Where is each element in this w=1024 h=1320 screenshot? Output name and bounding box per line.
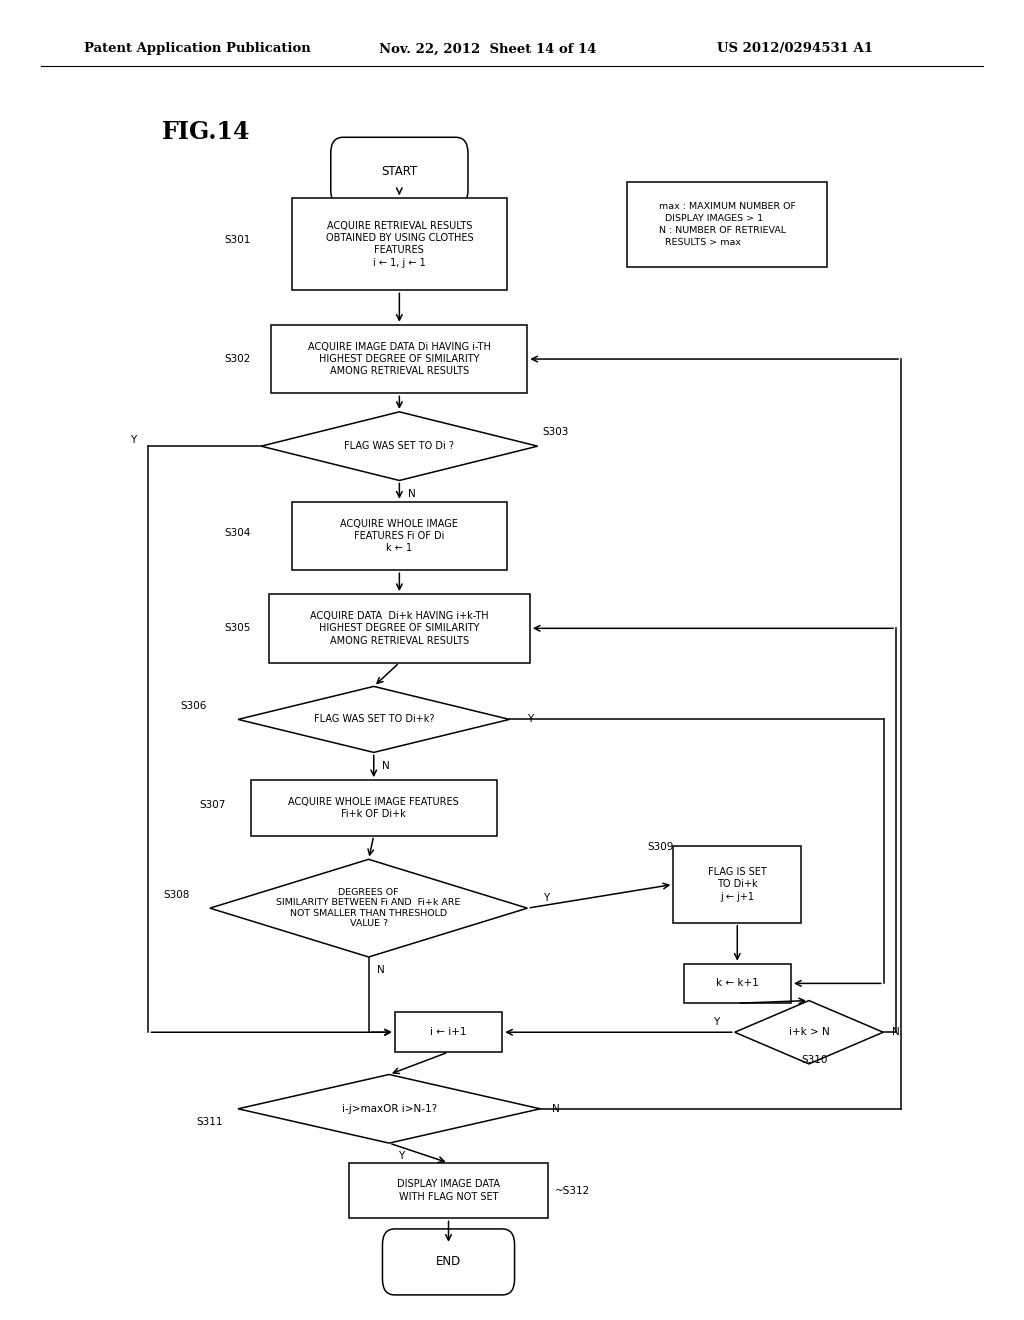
- FancyBboxPatch shape: [292, 198, 507, 290]
- Text: ACQUIRE IMAGE DATA Di HAVING i-TH
HIGHEST DEGREE OF SIMILARITY
AMONG RETRIEVAL R: ACQUIRE IMAGE DATA Di HAVING i-TH HIGHES…: [308, 342, 490, 376]
- Text: N: N: [408, 488, 416, 499]
- Text: S308: S308: [163, 890, 189, 900]
- FancyBboxPatch shape: [292, 502, 507, 570]
- FancyBboxPatch shape: [395, 1012, 502, 1052]
- Text: DISPLAY IMAGE DATA
WITH FLAG NOT SET: DISPLAY IMAGE DATA WITH FLAG NOT SET: [397, 1180, 500, 1201]
- Polygon shape: [238, 1074, 541, 1143]
- Text: US 2012/0294531 A1: US 2012/0294531 A1: [717, 42, 872, 55]
- Text: i-j>maxOR i>N-1?: i-j>maxOR i>N-1?: [342, 1104, 436, 1114]
- Polygon shape: [735, 1001, 883, 1064]
- Text: Y: Y: [526, 714, 534, 725]
- FancyBboxPatch shape: [674, 846, 801, 923]
- FancyBboxPatch shape: [331, 137, 468, 206]
- Text: N: N: [377, 965, 385, 975]
- Text: S304: S304: [224, 528, 251, 539]
- Text: Y: Y: [130, 434, 136, 445]
- Text: ACQUIRE WHOLE IMAGE
FEATURES Fi OF Di
k ← 1: ACQUIRE WHOLE IMAGE FEATURES Fi OF Di k …: [340, 519, 459, 553]
- Text: i+k > N: i+k > N: [788, 1027, 829, 1038]
- Text: FLAG IS SET
TO Di+k
j ← j+1: FLAG IS SET TO Di+k j ← j+1: [708, 867, 767, 902]
- FancyBboxPatch shape: [251, 780, 497, 836]
- Text: N: N: [552, 1104, 559, 1114]
- FancyBboxPatch shape: [271, 325, 527, 393]
- Polygon shape: [261, 412, 538, 480]
- Text: S301: S301: [224, 235, 251, 246]
- Text: ACQUIRE DATA  Di+k HAVING i+k-TH
HIGHEST DEGREE OF SIMILARITY
AMONG RETRIEVAL RE: ACQUIRE DATA Di+k HAVING i+k-TH HIGHEST …: [310, 611, 488, 645]
- Polygon shape: [210, 859, 527, 957]
- Text: END: END: [436, 1255, 461, 1269]
- Text: k ← k+1: k ← k+1: [716, 978, 759, 989]
- Text: ~S312: ~S312: [555, 1185, 590, 1196]
- Text: S311: S311: [197, 1117, 223, 1127]
- Text: ACQUIRE RETRIEVAL RESULTS
OBTAINED BY USING CLOTHES
FEATURES
i ← 1, j ← 1: ACQUIRE RETRIEVAL RESULTS OBTAINED BY US…: [326, 220, 473, 268]
- Text: S309: S309: [647, 842, 674, 853]
- Text: max : MAXIMUM NUMBER OF
  DISPLAY IMAGES > 1
N : NUMBER OF RETRIEVAL
  RESULTS >: max : MAXIMUM NUMBER OF DISPLAY IMAGES >…: [658, 202, 796, 247]
- Text: S303: S303: [543, 426, 569, 437]
- Text: Y: Y: [398, 1151, 404, 1162]
- Text: DEGREES OF
SIMILARITY BETWEEN Fi AND  Fi+k ARE
NOT SMALLER THAN THRESHOLD
VALUE : DEGREES OF SIMILARITY BETWEEN Fi AND Fi+…: [276, 888, 461, 928]
- Text: FLAG WAS SET TO Di ?: FLAG WAS SET TO Di ?: [344, 441, 455, 451]
- Text: S302: S302: [224, 354, 251, 364]
- FancyBboxPatch shape: [684, 964, 791, 1003]
- Text: Y: Y: [713, 1016, 720, 1027]
- Text: START: START: [381, 165, 418, 178]
- FancyBboxPatch shape: [383, 1229, 514, 1295]
- Text: S307: S307: [199, 800, 225, 810]
- Polygon shape: [238, 686, 510, 752]
- FancyBboxPatch shape: [268, 594, 530, 663]
- Text: Nov. 22, 2012  Sheet 14 of 14: Nov. 22, 2012 Sheet 14 of 14: [379, 42, 596, 55]
- Text: N: N: [892, 1027, 899, 1038]
- Text: Patent Application Publication: Patent Application Publication: [84, 42, 310, 55]
- Text: FLAG WAS SET TO Di+k?: FLAG WAS SET TO Di+k?: [313, 714, 434, 725]
- Text: ACQUIRE WHOLE IMAGE FEATURES
Fi+k OF Di+k: ACQUIRE WHOLE IMAGE FEATURES Fi+k OF Di+…: [289, 797, 459, 818]
- Text: S310: S310: [801, 1055, 827, 1065]
- Text: FIG.14: FIG.14: [162, 120, 250, 144]
- Text: i ← i+1: i ← i+1: [430, 1027, 467, 1038]
- FancyBboxPatch shape: [348, 1163, 549, 1218]
- Text: S306: S306: [180, 701, 207, 711]
- Text: S305: S305: [224, 623, 251, 634]
- FancyBboxPatch shape: [627, 181, 826, 267]
- Text: Y: Y: [543, 892, 549, 903]
- Text: N: N: [382, 760, 390, 771]
